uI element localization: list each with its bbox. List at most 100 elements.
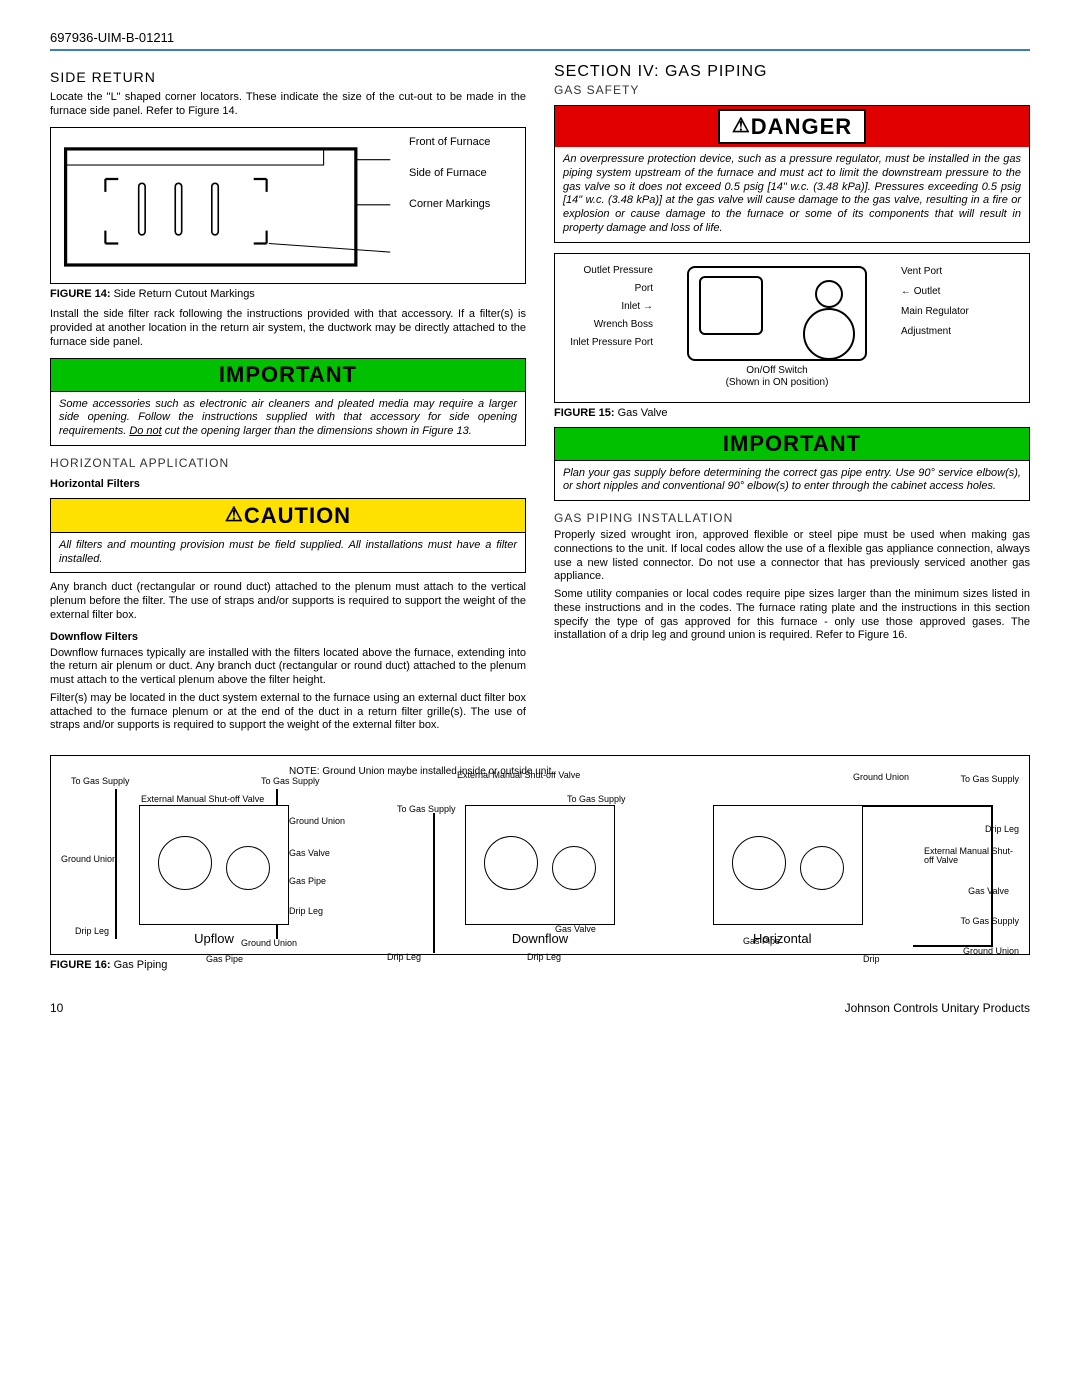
important-box-2: IMPORTANT Plan your gas supply before de…	[554, 427, 1030, 502]
lbl: Ground Union	[853, 773, 909, 782]
unit-box-icon	[713, 805, 863, 925]
fig15-onoff: On/Off Switch	[746, 365, 808, 376]
lbl: To Gas Supply	[960, 775, 1019, 784]
fig14-label-corner: Corner Markings	[409, 198, 519, 211]
fig14-caption-text: Side Return Cutout Markings	[114, 288, 255, 300]
figure-16-box: NOTE: Ground Union maybe installed insid…	[50, 755, 1030, 955]
danger-banner-text: DANGER	[751, 114, 852, 139]
fig16-downflow: External Manual Shut-off Valve To Gas Su…	[387, 777, 693, 946]
lbl: Drip Leg	[75, 927, 109, 936]
lbl: Drip Leg	[289, 907, 323, 916]
unit-box-icon	[465, 805, 615, 925]
horizontal-app-heading: HORIZONTAL APPLICATION	[50, 456, 526, 470]
lbl: Ground Union	[963, 947, 1019, 956]
fig15-left-labels: Outlet Pressure Port Inlet → Wrench Boss…	[563, 262, 653, 389]
lbl: Ground Union	[241, 939, 297, 948]
page-footer: 10 Johnson Controls Unitary Products	[50, 1001, 1030, 1015]
fig16-upflow: To Gas Supply External Manual Shut-off V…	[61, 777, 367, 946]
right-column: SECTION IV: GAS PIPING GAS SAFETY ⚠DANGE…	[554, 63, 1030, 737]
caution-text: All filters and mounting provision must …	[51, 533, 525, 573]
fig15-onoff-note: (Shown in ON position)	[726, 377, 829, 388]
lbl: To Gas Supply	[261, 777, 320, 786]
lbl: Gas Pipe	[743, 937, 780, 946]
caution-banner-text: CAUTION	[244, 503, 351, 528]
caution-banner: ⚠CAUTION	[51, 499, 525, 533]
fig14-caption-label: FIGURE 14:	[50, 288, 111, 300]
gas-piping-install-heading: GAS PIPING INSTALLATION	[554, 511, 1030, 525]
gas-install-p2: Some utility companies or local codes re…	[554, 588, 1030, 643]
figure-14-box: Front of Furnace Side of Furnace Corner …	[50, 127, 526, 285]
fig15-outlet-pressure-port: Outlet Pressure Port	[563, 262, 653, 298]
fig15-vent-port: Vent Port	[901, 262, 1021, 282]
fig16-caption-text: Gas Piping	[114, 959, 168, 971]
fig15-caption-text: Gas Valve	[618, 407, 668, 419]
danger-box: ⚠DANGER An overpressure protection devic…	[554, 105, 1030, 243]
lbl: External Manual Shut-off Valve	[141, 795, 264, 804]
fig16-row: To Gas Supply External Manual Shut-off V…	[61, 777, 1019, 946]
important-text-2: Plan your gas supply before determining …	[555, 461, 1029, 501]
important-banner-1: IMPORTANT	[51, 359, 525, 392]
fig14-caption: FIGURE 14: Side Return Cutout Markings	[50, 288, 526, 300]
gas-safety-heading: GAS SAFETY	[554, 83, 1030, 97]
gas-valve-shape-icon	[687, 266, 867, 361]
caution-box: ⚠CAUTION All filters and mounting provis…	[50, 498, 526, 574]
lbl: Ground Union	[61, 855, 117, 864]
lbl: Drip	[863, 955, 880, 964]
side-return-p1: Locate the "L" shaped corner locators. T…	[50, 91, 526, 119]
figure-15-box: Outlet Pressure Port Inlet → Wrench Boss…	[554, 253, 1030, 403]
footer-company: Johnson Controls Unitary Products	[845, 1001, 1030, 1015]
lbl: Gas Pipe	[206, 955, 243, 964]
downflow-filters-heading: Downflow Filters	[50, 631, 526, 643]
fig14-diagram	[57, 136, 401, 276]
fig16-caption-label: FIGURE 16:	[50, 959, 111, 971]
fig14-label-side: Side of Furnace	[409, 167, 519, 180]
warning-triangle-icon: ⚠	[225, 504, 244, 526]
fig15-center: On/Off Switch (Shown in ON position)	[661, 262, 893, 389]
horiz-p: Any branch duct (rectangular or round du…	[50, 581, 526, 622]
lbl: To Gas Supply	[397, 805, 456, 814]
fig14-labels: Front of Furnace Side of Furnace Corner …	[409, 136, 519, 230]
lbl: To Gas Supply	[71, 777, 130, 786]
horizontal-filters-heading: Horizontal Filters	[50, 478, 526, 490]
fig16-horizontal: Ground Union To Gas Supply Drip Leg Exte…	[713, 777, 1019, 946]
lbl: Gas Valve	[555, 925, 596, 934]
lbl: Drip Leg	[387, 953, 421, 962]
danger-text: An overpressure protection device, such …	[555, 147, 1029, 242]
lbl: Gas Valve	[289, 849, 330, 858]
downflow-p1: Downflow furnaces typically are installe…	[50, 647, 526, 688]
warning-triangle-icon: ⚠	[732, 115, 751, 137]
important-box-1: IMPORTANT Some accessories such as elect…	[50, 358, 526, 446]
fig15-caption-label: FIGURE 15:	[554, 407, 615, 419]
lbl: Gas Pipe	[289, 877, 326, 886]
lbl: External Manual Shut-off Valve	[924, 847, 1019, 866]
lbl: Ground Union	[289, 817, 345, 826]
fig15-wrench-boss: Wrench Boss	[563, 316, 653, 334]
lbl: Drip Leg	[527, 953, 561, 962]
lbl: To Gas Supply	[567, 795, 626, 804]
important-banner-2: IMPORTANT	[555, 428, 1029, 461]
lbl: Gas Valve	[968, 887, 1009, 896]
lbl: To Gas Supply	[960, 917, 1019, 926]
fig15-inlet-pressure-port: Inlet Pressure Port	[563, 334, 653, 352]
side-return-heading: SIDE RETURN	[50, 69, 526, 85]
cfg-name-horizontal: Horizontal	[753, 931, 1019, 946]
document-id-header: 697936-UIM-B-01211	[50, 30, 1030, 51]
fig15-right-labels: Vent Port ← Outlet Main Regulator Adjust…	[901, 262, 1021, 389]
important1-post: cut the opening larger than the dimensio…	[162, 425, 472, 437]
after-fig14-p: Install the side filter rack following t…	[50, 308, 526, 349]
section-iv-heading: SECTION IV: GAS PIPING	[554, 63, 1030, 81]
lbl: External Manual Shut-off Valve	[457, 771, 580, 780]
danger-banner: ⚠DANGER	[555, 106, 1029, 147]
fig15-outlet: Outlet	[914, 286, 941, 297]
downflow-p2: Filter(s) may be located in the duct sys…	[50, 692, 526, 733]
unit-box-icon	[139, 805, 289, 925]
fig15-caption: FIGURE 15: Gas Valve	[554, 407, 1030, 419]
fig15-main-reg: Main Regulator Adjustment	[901, 302, 1021, 342]
fig14-label-front: Front of Furnace	[409, 136, 519, 149]
gas-install-p1: Properly sized wrought iron, approved fl…	[554, 529, 1030, 584]
page-number: 10	[50, 1001, 63, 1015]
left-column: SIDE RETURN Locate the "L" shaped corner…	[50, 63, 526, 737]
important1-donot: Do not	[129, 425, 161, 437]
important-text-1: Some accessories such as electronic air …	[51, 392, 525, 445]
fig15-inlet: Inlet	[621, 301, 640, 312]
